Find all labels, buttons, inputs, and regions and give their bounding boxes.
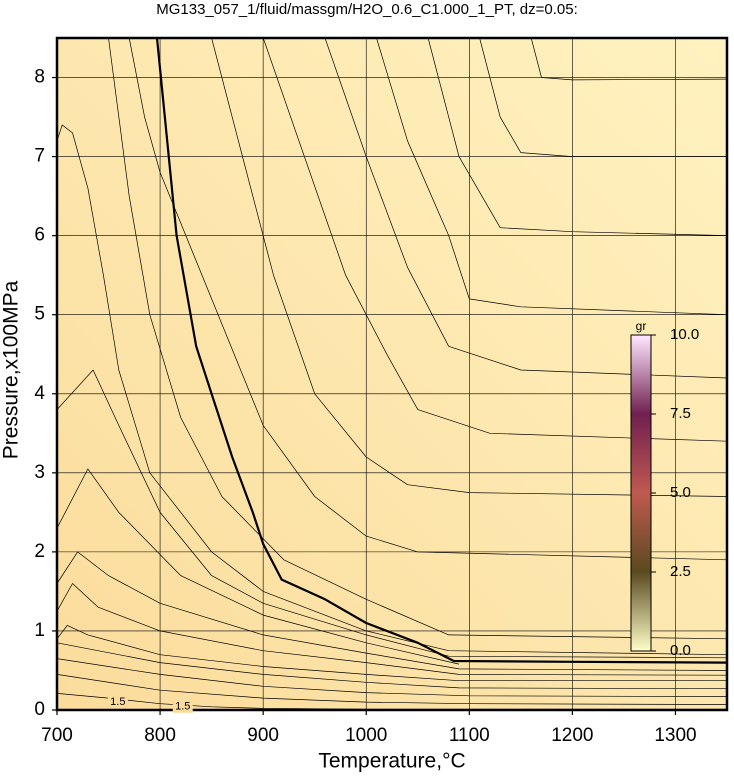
x-axis-label: Temperature,°C	[318, 750, 465, 773]
y-axis-label: Pressure,x100MPa	[0, 280, 23, 459]
contour-line	[56, 551, 728, 671]
y-tick-label: 7	[34, 146, 45, 167]
annotation-bg	[172, 700, 193, 713]
colorbar-tick-label: 0.0	[670, 642, 691, 659]
annotation-bg	[107, 696, 128, 709]
contour-line	[56, 468, 460, 665]
contour-line	[56, 658, 728, 697]
y-tick-label: 8	[34, 67, 45, 88]
colorbar	[630, 334, 652, 652]
colorbar-tick-label: 5.0	[670, 484, 691, 501]
contour-label: 1.5	[175, 701, 190, 713]
colorbar-tick-label: 2.5	[670, 563, 691, 580]
x-tick-label: 900	[247, 725, 279, 746]
contour-line	[56, 124, 728, 656]
contour-line	[56, 642, 728, 690]
x-tick-label: 1200	[551, 725, 593, 746]
y-tick-label: 1	[34, 620, 45, 641]
contour-line	[376, 37, 728, 316]
y-tick-label: 0	[34, 699, 45, 720]
contour-line	[479, 37, 727, 157]
y-tick-label: 3	[34, 462, 45, 483]
x-tick-label: 1300	[654, 725, 696, 746]
contour-line	[56, 369, 728, 659]
contour-line	[155, 37, 728, 664]
y-tick-label: 2	[34, 541, 45, 562]
contour-line	[530, 37, 728, 81]
y-tick-label: 6	[34, 225, 45, 246]
contour-line	[324, 37, 728, 379]
contour-line	[56, 625, 727, 682]
plot-frame	[55, 36, 729, 712]
colorbar-label: gr	[636, 319, 647, 333]
contour-line	[128, 37, 728, 561]
contour-label: 1.5	[110, 696, 125, 708]
contour-line	[108, 37, 728, 640]
x-tick-label: 700	[41, 725, 73, 746]
x-tick-label: 800	[144, 725, 176, 746]
x-tick-label: 1100	[449, 725, 490, 746]
contour-line	[56, 674, 728, 705]
contour-line	[211, 37, 728, 497]
colorbar-tick-label: 7.5	[670, 405, 691, 422]
contours	[56, 37, 728, 710]
contour-line	[427, 37, 728, 236]
y-tick-label: 4	[34, 383, 45, 404]
contour-line	[56, 583, 728, 676]
contour-line	[262, 37, 728, 442]
chart-title: MG133_057_1/fluid/massgm/H2O_0.6_C1.000_…	[156, 1, 578, 18]
y-tick-label: 5	[34, 304, 45, 325]
x-tick-label: 1000	[345, 725, 387, 746]
colorbar-tick-label: 10.0	[670, 326, 699, 343]
